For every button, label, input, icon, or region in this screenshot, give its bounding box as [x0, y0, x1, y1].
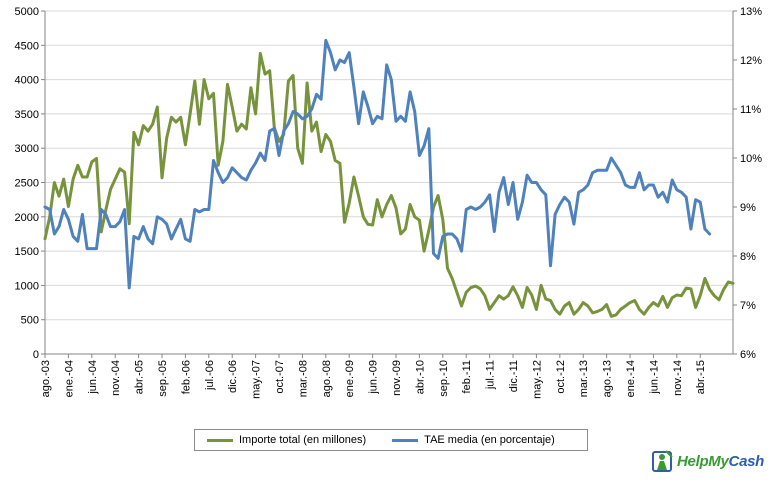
right-tick-label: 8%: [740, 251, 756, 263]
legend-swatch-importe: [207, 438, 233, 442]
legend-label-importe: Importe total (en millones): [239, 434, 367, 446]
x-tick-label: may.-12: [531, 360, 543, 399]
left-tick-label: 0: [33, 349, 39, 361]
x-tick-label: dic.-06: [227, 360, 239, 393]
logo-figure-icon: [652, 450, 673, 472]
logo-text: HelpMyCash: [677, 453, 764, 470]
left-tick-label: 3500: [15, 109, 39, 121]
left-tick-label: 4500: [15, 40, 39, 52]
x-axis-ticks: ago.-03 ene.-04 jun.-04 nov.-04 abr.-05 sep.-…: [40, 354, 707, 399]
right-tick-label: 7%: [740, 300, 756, 312]
left-tick-label: 3000: [15, 143, 39, 155]
x-tick-label: ago.-13: [602, 360, 614, 397]
x-tick-label: oct.-12: [555, 360, 567, 394]
x-tick-label: ene.-14: [625, 360, 637, 397]
x-tick-label: ene.-04: [63, 360, 75, 397]
legend-item-tae: TAE media (en porcentaje): [384, 434, 555, 446]
legend-item-importe: Importe total (en millones): [199, 434, 366, 446]
left-tick-label: 500: [21, 315, 39, 327]
helpmycash-logo: HelpMyCash: [652, 448, 764, 474]
x-tick-label: jul.-06: [204, 360, 216, 391]
right-tick-label: 6%: [740, 349, 756, 361]
legend: Importe total (en millones) TAE media (e…: [194, 429, 588, 451]
x-tick-label: sep.-05: [157, 360, 169, 397]
x-tick-label: jul.-11: [485, 360, 497, 390]
right-axis-ticks: 6% 7% 8% 9% 10% 11% 12% 13%: [733, 6, 762, 361]
series-line-importe: [43, 52, 735, 318]
x-tick-label: oct.-07: [274, 360, 286, 394]
left-tick-label: 5000: [15, 6, 39, 18]
x-tick-label: feb.-06: [180, 360, 192, 394]
left-tick-label: 4000: [15, 75, 39, 87]
series-lines: [43, 38, 735, 318]
x-tick-label: jun.-09: [368, 360, 380, 395]
left-tick-label: 2000: [15, 212, 39, 224]
x-tick-label: may.-07: [251, 360, 263, 399]
left-axis-ticks: 0 500 1000 1500 2000 2500 3000 3500 4000 4500 5000: [15, 6, 45, 361]
x-tick-label: nov.-14: [672, 360, 684, 396]
right-tick-label: 12%: [740, 55, 762, 67]
left-tick-label: 1000: [15, 280, 39, 292]
logo-text-cash: Cash: [728, 452, 765, 470]
series-line-tae: [43, 38, 712, 290]
x-tick-label: mar.-13: [578, 360, 590, 397]
x-tick-label: ago.-03: [40, 360, 52, 397]
x-tick-label: nov.-09: [391, 360, 403, 396]
x-tick-label: abr.-15: [695, 360, 707, 394]
right-tick-label: 10%: [740, 153, 762, 165]
left-tick-label: 2500: [15, 178, 39, 190]
right-tick-label: 13%: [740, 6, 762, 18]
x-tick-label: feb.-11: [461, 360, 473, 393]
right-tick-label: 11%: [740, 104, 761, 116]
legend-swatch-tae: [392, 438, 419, 442]
legend-label-tae: TAE media (en porcentaje): [424, 434, 555, 446]
x-tick-label: ago.-08: [321, 360, 333, 397]
x-tick-label: jun.-14: [648, 360, 660, 395]
x-tick-label: ene.-09: [344, 360, 356, 397]
left-tick-label: 1500: [15, 246, 39, 258]
right-tick-label: 9%: [740, 202, 756, 214]
x-tick-label: dic.-11: [508, 360, 520, 392]
x-tick-label: abr.-05: [134, 360, 146, 394]
logo-text-help: HelpMy: [677, 452, 729, 470]
x-tick-label: nov.-04: [110, 360, 122, 396]
x-tick-label: mar.-08: [297, 360, 309, 397]
x-tick-label: sep.-10: [438, 360, 450, 397]
x-tick-label: jun.-04: [87, 360, 99, 395]
gridlines: [45, 10, 733, 321]
x-tick-label: abr.-10: [414, 360, 426, 394]
